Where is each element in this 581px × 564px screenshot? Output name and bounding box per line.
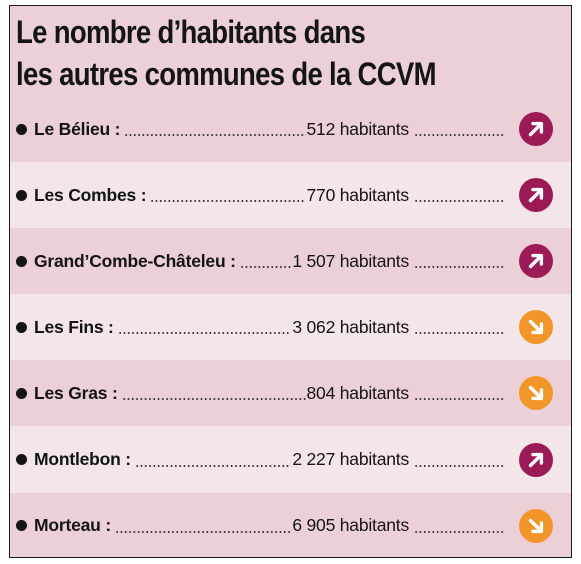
dot-leader <box>124 120 306 139</box>
commune-row: Les Fins : 3 062 habitants <box>10 294 571 361</box>
commune-list: Le Bélieu : 512 habitants Les Combes : 7… <box>10 96 571 557</box>
bullet-icon <box>16 387 27 399</box>
commune-name: Les Fins : <box>34 316 114 337</box>
dot-leader <box>414 252 504 271</box>
dot-leader <box>117 318 292 337</box>
dot-leader <box>414 186 504 205</box>
arrow-up-right-icon <box>519 112 553 147</box>
arrow-down-right-icon <box>519 376 553 411</box>
bullet-icon <box>16 123 27 135</box>
commune-name: Montlebon : <box>34 449 131 470</box>
arrow-down-right-icon <box>519 310 553 345</box>
population-count: 3 062 habitants <box>292 316 409 337</box>
population-count: 804 habitants <box>306 382 410 403</box>
bullet-icon <box>16 454 27 466</box>
commune-row: Morteau : 6 905 habitants <box>10 492 571 557</box>
title-line-2: les autres communes de la CCVM <box>16 56 437 92</box>
population-count: 2 227 habitants <box>292 449 409 470</box>
dot-leader <box>414 384 504 403</box>
arrow-up-right-icon <box>519 178 553 213</box>
commune-name: Grand’Combe-Châteleu : <box>34 250 236 271</box>
commune-name: Morteau : <box>34 515 111 536</box>
population-count: 1 507 habitants <box>292 250 409 271</box>
title-line-1: Le nombre d’habitants dans <box>16 14 366 50</box>
population-count: 6 905 habitants <box>292 515 409 536</box>
dot-leader <box>414 516 504 535</box>
population-count: 512 habitants <box>306 118 410 139</box>
dot-leader <box>150 186 306 205</box>
dot-leader <box>121 384 306 403</box>
bullet-icon <box>16 255 27 267</box>
commune-row: Le Bélieu : 512 habitants <box>10 96 571 163</box>
commune-row: Montlebon : 2 227 habitants <box>10 426 571 493</box>
population-count: 770 habitants <box>306 184 410 205</box>
bullet-icon <box>16 520 27 532</box>
arrow-up-right-icon <box>519 244 553 279</box>
arrow-up-right-icon <box>519 442 553 477</box>
commune-row: Grand’Combe-Châteleu : 1 507 habitants <box>10 228 571 295</box>
bullet-icon <box>16 189 27 201</box>
dot-leader <box>414 450 504 469</box>
dot-leader <box>114 516 292 535</box>
commune-row: Les Combes : 770 habitants <box>10 162 571 229</box>
commune-name: Les Gras : <box>34 382 118 403</box>
bullet-icon <box>16 321 27 333</box>
commune-row: Les Gras : 804 habitants <box>10 360 571 427</box>
title-band: Le nombre d’habitants dans les autres co… <box>10 6 571 96</box>
population-box: Le nombre d’habitants dans les autres co… <box>9 5 572 558</box>
dot-leader <box>239 252 292 271</box>
arrow-down-right-icon <box>519 508 553 543</box>
commune-name: Les Combes : <box>34 184 147 205</box>
dot-leader <box>414 318 504 337</box>
dot-leader <box>134 450 292 469</box>
commune-name: Le Bélieu : <box>34 118 121 139</box>
dot-leader <box>414 120 504 139</box>
